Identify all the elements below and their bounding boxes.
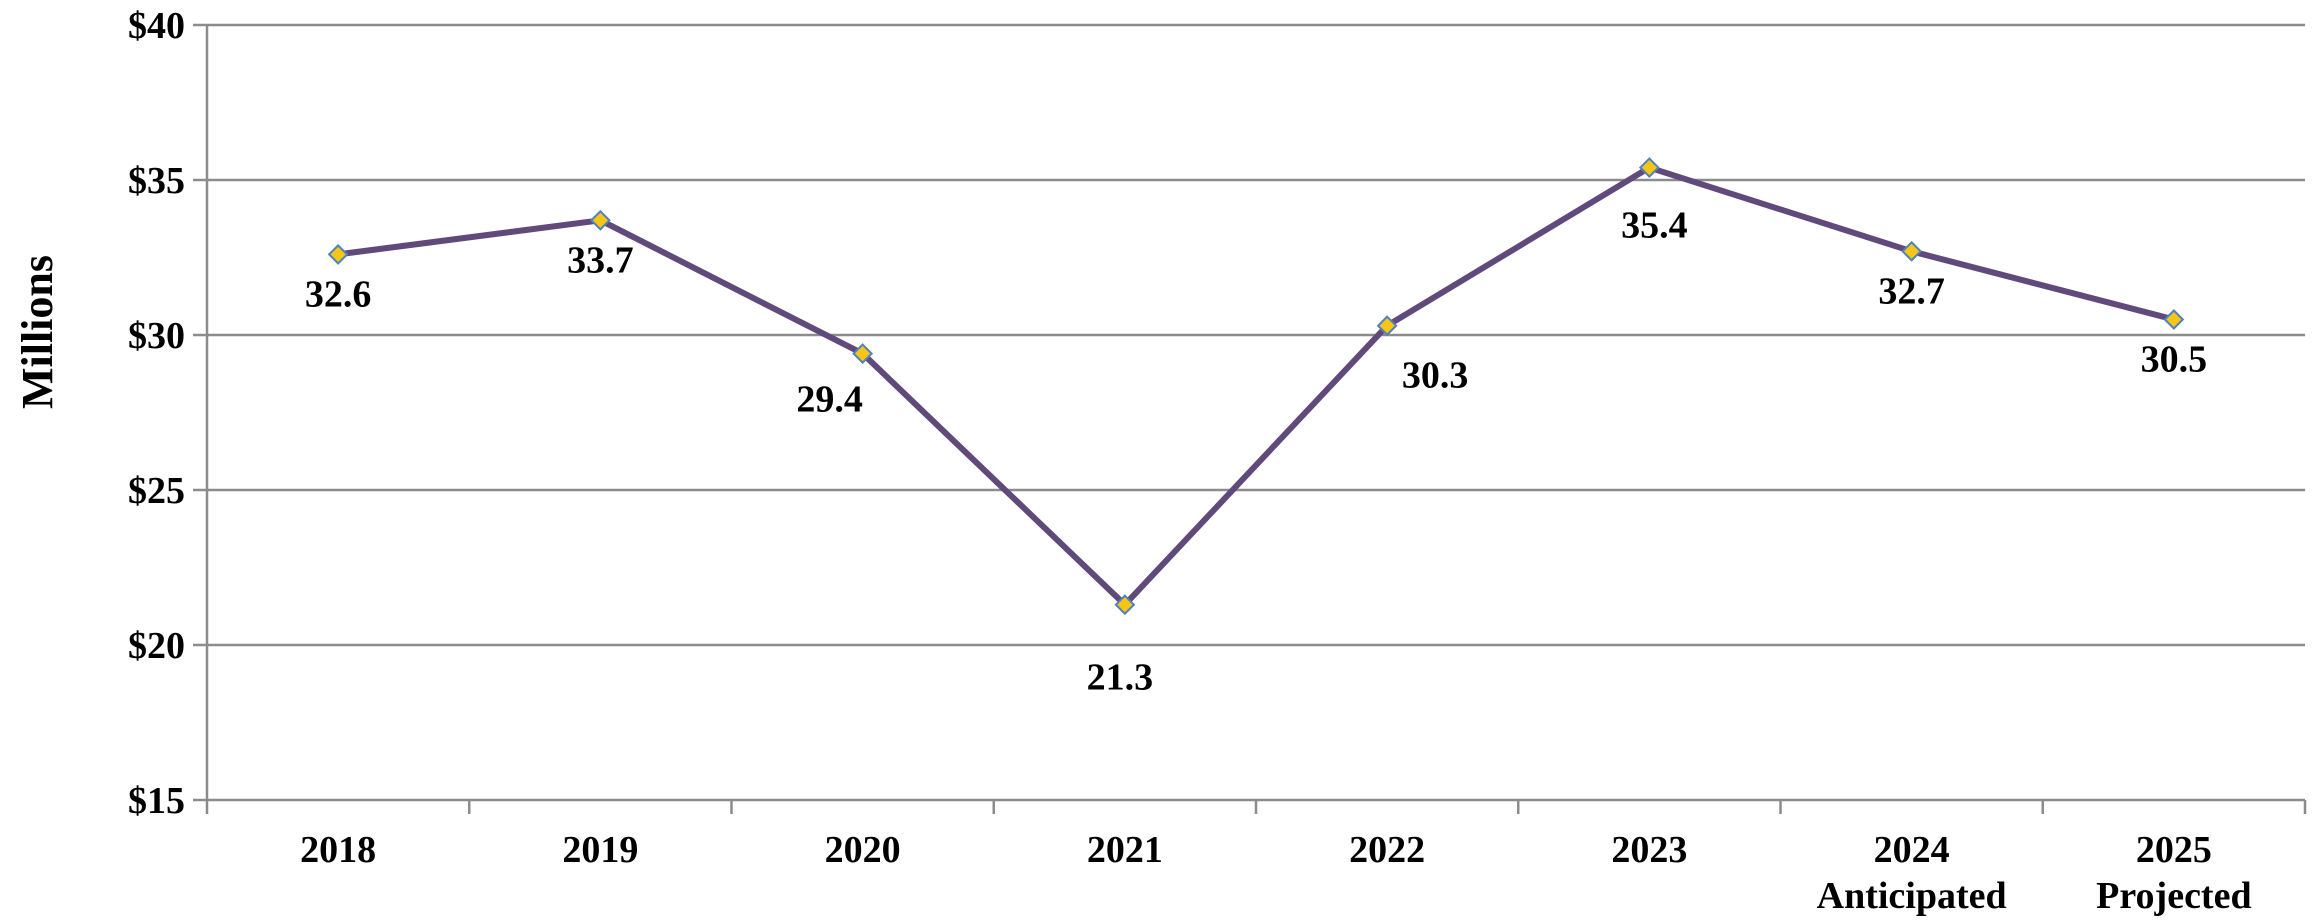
x-tick-sublabel: Anticipated: [1817, 875, 2007, 917]
x-tick-label: 2019: [562, 829, 638, 871]
y-tick-label: $30: [128, 315, 185, 357]
x-tick-label: 2021: [1087, 829, 1163, 871]
data-series: [327, 157, 2185, 616]
data-point-marker: [1114, 594, 1136, 616]
axes: [193, 23, 2307, 814]
y-tick-label: $40: [128, 5, 185, 47]
data-label: 29.4: [796, 379, 863, 421]
data-point-marker: [327, 243, 349, 265]
x-tick-label: 2025: [2136, 829, 2212, 871]
data-labels: 32.6 33.7 29.4 21.3 30.3 35.4 32.7 30.5: [305, 205, 2207, 699]
data-label: 32.6: [305, 273, 372, 315]
data-point-marker: [589, 209, 611, 231]
gridlines: [207, 23, 2305, 647]
x-tick-sublabel: Projected: [2096, 875, 2251, 917]
y-tick-label: $35: [128, 160, 185, 202]
y-tick-label: $20: [128, 625, 185, 667]
series-line: [335, 164, 2177, 608]
y-tick-label: $15: [128, 780, 185, 822]
data-point-marker: [852, 343, 874, 365]
x-tick-label: 2022: [1349, 829, 1425, 871]
data-point-marker: [2163, 309, 2185, 330]
x-tick-label: 2018: [300, 829, 376, 871]
data-point-marker: [1901, 240, 1923, 262]
data-label: 30.5: [2141, 339, 2208, 381]
data-label: 21.3: [1087, 657, 1154, 699]
data-point-marker: [1638, 157, 1660, 179]
x-tick-label: 2023: [1611, 829, 1687, 871]
data-point-marker: [1376, 315, 1398, 337]
data-label: 35.4: [1621, 205, 1688, 247]
data-label: 32.7: [1878, 270, 1945, 312]
data-label: 30.3: [1402, 355, 1469, 397]
x-tick-label: 2020: [825, 829, 901, 871]
x-tick-label: 2024: [1874, 829, 1950, 871]
y-tick-label: $25: [128, 470, 185, 512]
data-label: 33.7: [567, 239, 634, 281]
y-axis-title: Millions: [13, 255, 62, 409]
y-tick-labels: $15 $20 $25 $30 $35 $40: [128, 5, 185, 822]
